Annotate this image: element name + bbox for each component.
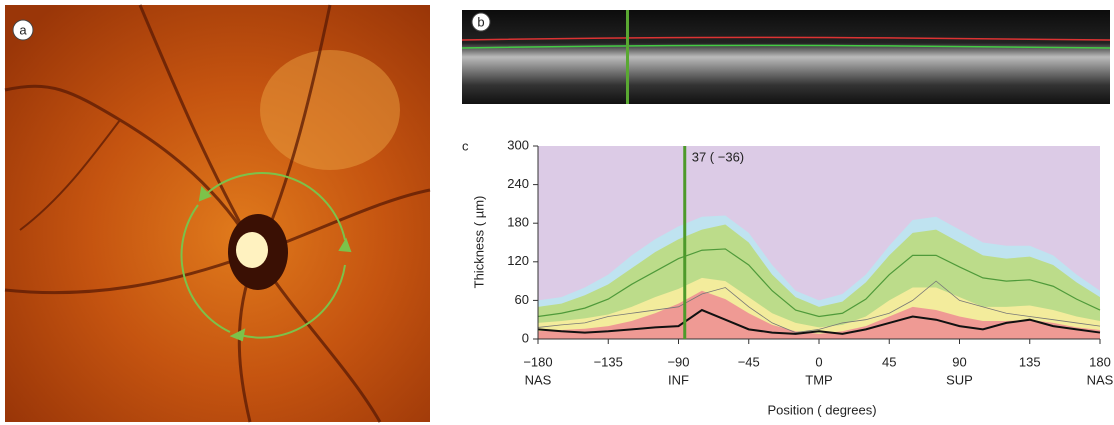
oct-scan: b <box>462 10 1110 104</box>
x-tick-label: 0 <box>815 354 822 369</box>
figure: a b c Position ( degrees) Thickness ( µm… <box>0 0 1114 425</box>
y-tick-label: 120 <box>507 253 529 268</box>
y-tick-label: 60 <box>515 292 529 307</box>
sector-label: NAS <box>1087 372 1114 387</box>
panel-label: b <box>477 14 484 29</box>
fundus-image: a <box>5 5 430 422</box>
y-axis-label: Thickness ( µm) <box>471 196 486 289</box>
x-axis-label: Position ( degrees) <box>767 402 876 417</box>
x-tick-label: −180 <box>523 354 552 369</box>
x-tick-label: −90 <box>667 354 689 369</box>
y-tick-label: 0 <box>522 330 529 345</box>
sector-label: INF <box>668 372 689 387</box>
x-tick-label: 135 <box>1019 354 1041 369</box>
x-tick-label: −45 <box>738 354 760 369</box>
y-tick-label: 300 <box>507 137 529 152</box>
panel-label: a <box>19 22 27 37</box>
sector-label: TMP <box>805 372 832 387</box>
x-tick-label: 45 <box>882 354 896 369</box>
x-tick-label: 90 <box>952 354 966 369</box>
marker-label: 37 ( −36) <box>692 149 744 164</box>
x-tick-label: 180 <box>1089 354 1111 369</box>
y-tick-label: 180 <box>507 215 529 230</box>
sector-label: NAS <box>525 372 552 387</box>
y-tick-label: 240 <box>507 176 529 191</box>
panel-label: c <box>462 138 469 153</box>
sector-label: SUP <box>946 372 973 387</box>
x-tick-label: −135 <box>594 354 623 369</box>
plot: 0 60 120 180 240 300 −180 −135 −90 −45 0 45 90 135 180… <box>507 137 1113 387</box>
